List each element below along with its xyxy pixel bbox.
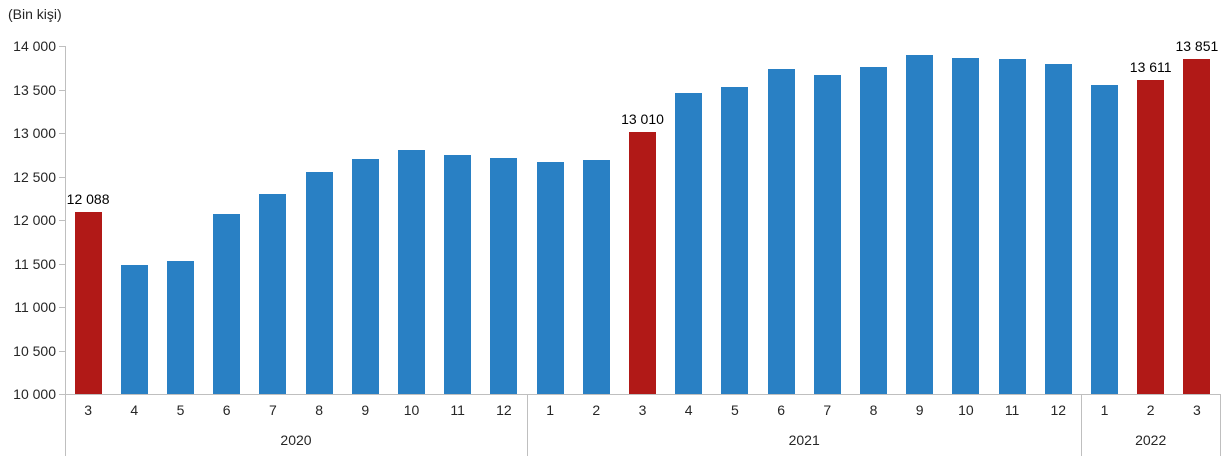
y-axis-tick: [59, 350, 65, 352]
x-month-label: 12: [496, 402, 512, 418]
x-month-label: 3: [1192, 402, 1201, 418]
highlighted-bar: [1183, 58, 1211, 394]
y-axis-tick-label: 13 500: [13, 81, 56, 98]
y-axis-tick-label: 10 500: [13, 342, 56, 359]
x-month-label: 10: [403, 402, 420, 418]
x-year-label: 2021: [788, 432, 820, 448]
bar: [351, 158, 379, 394]
y-axis-tick-label: 13 000: [13, 125, 56, 141]
x-month-label: 5: [730, 402, 739, 418]
bar: [398, 150, 425, 394]
x-month-label: 8: [315, 402, 323, 418]
x-month-label: 7: [823, 402, 832, 418]
bar: [906, 54, 934, 394]
x-year-label: 2020: [280, 432, 312, 448]
y-axis-tick: [59, 89, 65, 91]
bar: [1091, 85, 1118, 394]
y-axis-tick: [59, 176, 65, 178]
x-month-label: 11: [1004, 402, 1020, 418]
bar: [721, 86, 749, 394]
bar-value-label: 12 088: [66, 191, 110, 208]
chart-unit-title: (Bin kişi): [8, 6, 62, 22]
bar-value-label: 13 010: [621, 111, 664, 128]
bar: [767, 69, 795, 394]
bar: [998, 59, 1026, 394]
highlighted-bar: [1137, 79, 1165, 394]
year-group-divider: [65, 394, 66, 456]
y-axis-tick: [59, 307, 65, 308]
x-month-label: 6: [777, 402, 785, 418]
y-axis-tick: [59, 133, 65, 134]
bar: [120, 265, 148, 394]
x-month-label: 7: [268, 402, 277, 418]
year-group-divider: [527, 394, 528, 456]
y-axis-line: [65, 46, 66, 394]
year-group-divider: [1220, 394, 1221, 456]
y-axis-tick-label: 11 500: [14, 255, 56, 272]
y-axis-tick: [59, 46, 65, 47]
bar: [167, 260, 194, 394]
x-month-label: 6: [222, 402, 231, 418]
year-group-divider: [1081, 394, 1083, 456]
x-month-label: 5: [176, 402, 185, 418]
bar: [813, 74, 841, 394]
x-month-label: 9: [915, 402, 924, 418]
y-axis-tick-label: 12 500: [13, 168, 56, 185]
x-month-label: 2: [592, 402, 601, 418]
x-month-label: 8: [869, 402, 878, 418]
bar: [1044, 64, 1072, 394]
highlighted-bar: [74, 212, 102, 394]
bar: [213, 213, 241, 394]
y-axis-tick-label: 11 000: [14, 299, 56, 315]
x-month-label: 3: [638, 402, 647, 418]
y-axis-tick: [59, 220, 65, 221]
x-month-label: 11: [450, 402, 465, 418]
bar: [444, 154, 472, 394]
y-axis-tick: [59, 263, 65, 265]
x-month-label: 4: [130, 402, 139, 418]
bar: [536, 162, 564, 394]
y-axis-tick-label: 14 000: [13, 38, 56, 54]
x-month-label: 2: [1146, 402, 1155, 418]
x-month-label: 4: [684, 402, 693, 418]
bar: [675, 92, 703, 394]
bar: [582, 159, 610, 394]
bar: [860, 66, 887, 394]
bar: [490, 158, 518, 394]
bar: [305, 172, 333, 394]
x-month-label: 10: [958, 402, 974, 418]
bar: [952, 57, 980, 394]
x-month-label: 3: [84, 402, 92, 418]
bar-value-label: 13 611: [1129, 58, 1172, 75]
highlighted-bar: [629, 132, 656, 394]
x-year-label: 2022: [1135, 432, 1167, 448]
bar: [259, 194, 287, 394]
x-axis-line: [65, 394, 1220, 395]
y-axis-tick: [59, 394, 65, 395]
y-axis-tick-label: 12 000: [13, 212, 56, 228]
x-month-label: 1: [1100, 402, 1109, 418]
x-month-label: 12: [1050, 402, 1067, 418]
y-axis-tick-label: 10 000: [13, 386, 56, 402]
x-month-label: 9: [361, 402, 370, 418]
bar-value-label: 13 851: [1175, 37, 1219, 54]
x-month-label: 1: [546, 402, 554, 418]
